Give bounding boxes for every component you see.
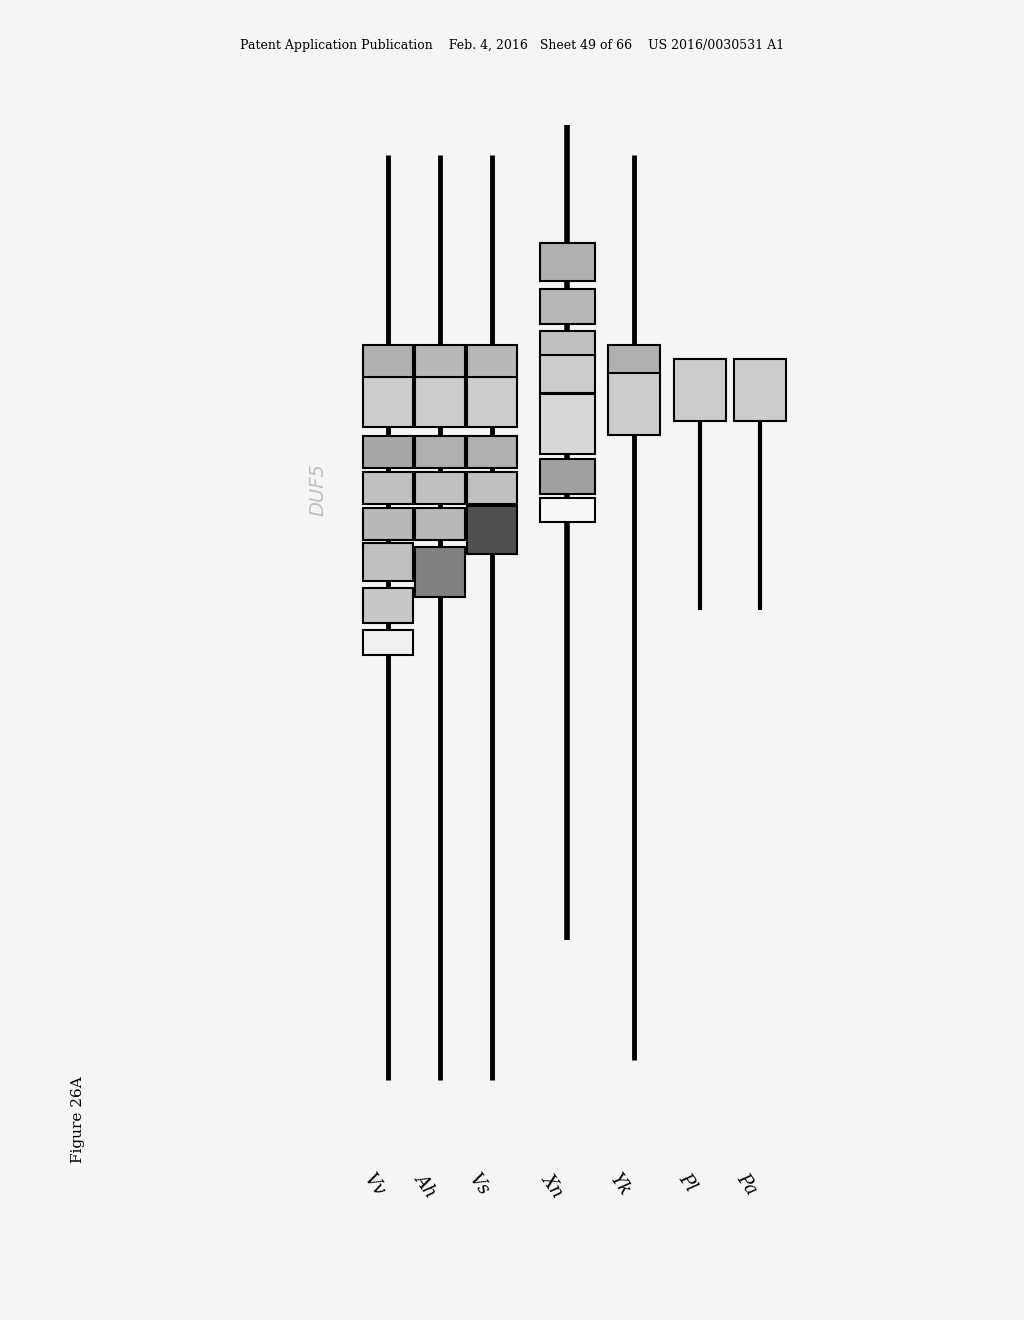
Text: Yk: Yk <box>606 1170 634 1199</box>
Bar <box>467 378 517 426</box>
Bar <box>467 506 517 554</box>
Text: Vv: Vv <box>360 1170 388 1200</box>
Bar <box>415 436 465 469</box>
Bar <box>415 378 465 426</box>
Bar <box>540 289 595 323</box>
Bar <box>540 393 595 454</box>
Bar <box>362 345 413 380</box>
Text: Vs: Vs <box>465 1170 492 1199</box>
Bar <box>415 546 465 597</box>
Text: Xn: Xn <box>539 1170 567 1200</box>
Bar <box>540 355 595 393</box>
Bar <box>608 374 660 436</box>
Text: DUF5: DUF5 <box>308 463 328 516</box>
Bar <box>362 543 413 581</box>
Bar <box>362 473 413 504</box>
Text: Pa: Pa <box>732 1170 760 1199</box>
Text: Pl: Pl <box>675 1170 700 1195</box>
Bar <box>362 508 413 540</box>
Bar <box>540 458 595 494</box>
Text: Figure 26A: Figure 26A <box>71 1077 85 1163</box>
Text: Patent Application Publication    Feb. 4, 2016   Sheet 49 of 66    US 2016/00305: Patent Application Publication Feb. 4, 2… <box>240 38 784 51</box>
Bar <box>540 498 595 521</box>
Text: Ah: Ah <box>411 1170 440 1200</box>
Bar <box>415 473 465 504</box>
Bar <box>734 359 786 421</box>
Bar <box>467 473 517 504</box>
Bar <box>362 436 413 469</box>
Bar <box>362 630 413 655</box>
Bar <box>467 345 517 380</box>
Bar <box>540 330 595 355</box>
Bar <box>674 359 726 421</box>
Bar <box>540 243 595 281</box>
Bar <box>415 345 465 380</box>
Bar <box>362 587 413 623</box>
Bar <box>467 436 517 469</box>
Bar <box>415 508 465 540</box>
Bar <box>608 345 660 380</box>
Bar <box>362 378 413 426</box>
